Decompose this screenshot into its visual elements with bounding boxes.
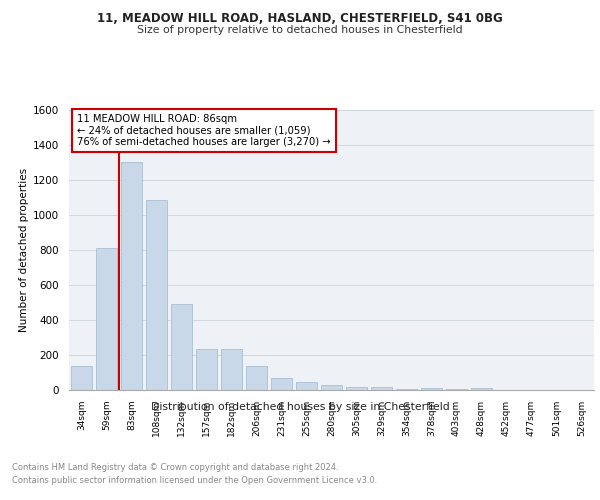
Bar [196,349,217,390]
Text: Contains HM Land Registry data © Crown copyright and database right 2024.: Contains HM Land Registry data © Crown c… [12,462,338,471]
Bar [371,388,392,390]
Text: Distribution of detached houses by size in Chesterfield: Distribution of detached houses by size … [151,402,449,412]
Text: 11 MEADOW HILL ROAD: 86sqm
← 24% of detached houses are smaller (1,059)
76% of s: 11 MEADOW HILL ROAD: 86sqm ← 24% of deta… [77,114,331,148]
Bar [171,304,192,390]
Bar [346,387,367,390]
Bar [221,349,242,390]
Text: Contains public sector information licensed under the Open Government Licence v3: Contains public sector information licen… [12,476,377,485]
Bar [471,388,492,390]
Bar [446,389,467,390]
Bar [146,200,167,390]
Text: 11, MEADOW HILL ROAD, HASLAND, CHESTERFIELD, S41 0BG: 11, MEADOW HILL ROAD, HASLAND, CHESTERFI… [97,12,503,26]
Bar [296,382,317,390]
Bar [421,388,442,390]
Bar [96,248,117,390]
Bar [321,385,342,390]
Bar [71,366,92,390]
Bar [121,162,142,390]
Y-axis label: Number of detached properties: Number of detached properties [19,168,29,332]
Text: Size of property relative to detached houses in Chesterfield: Size of property relative to detached ho… [137,25,463,35]
Bar [396,389,417,390]
Bar [271,378,292,390]
Bar [246,366,267,390]
